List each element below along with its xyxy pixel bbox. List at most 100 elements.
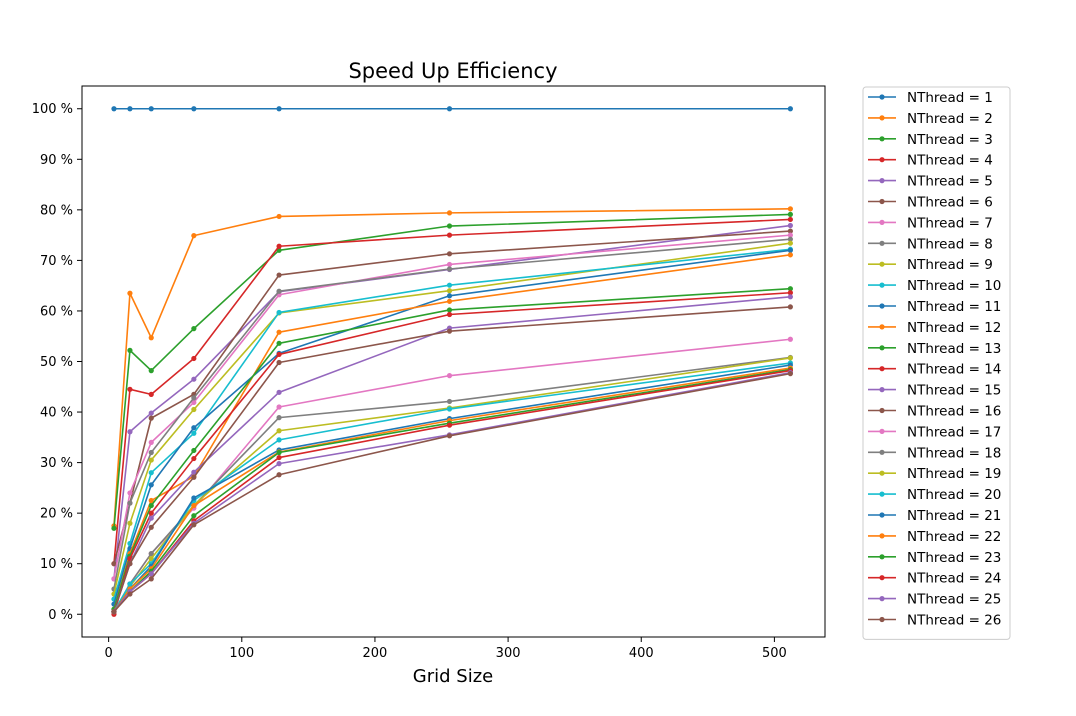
data-point xyxy=(276,351,282,358)
data-point xyxy=(787,290,793,296)
legend-label: NThread = 6 xyxy=(907,195,993,211)
legend-item: NThread = 14 xyxy=(868,362,1001,378)
data-point xyxy=(276,309,282,316)
data-point xyxy=(127,386,133,392)
series-6 xyxy=(111,228,793,567)
legend-label: NThread = 16 xyxy=(907,404,1001,420)
data-point xyxy=(276,272,282,278)
data-point xyxy=(787,252,793,258)
legend-item: NThread = 3 xyxy=(868,132,993,148)
data-point xyxy=(276,340,282,346)
series-line xyxy=(113,249,791,605)
y-tick-label: 0 % xyxy=(48,608,73,623)
data-point xyxy=(276,415,282,421)
series-line xyxy=(113,367,791,613)
data-point xyxy=(787,304,793,310)
legend-label: NThread = 22 xyxy=(907,529,1001,545)
data-point xyxy=(787,355,793,361)
data-point xyxy=(148,524,154,530)
data-point xyxy=(148,470,154,476)
legend-label: NThread = 26 xyxy=(907,613,1001,629)
legend-swatch-marker xyxy=(879,219,885,225)
data-point xyxy=(127,581,133,587)
data-point xyxy=(148,502,154,509)
legend-swatch-marker xyxy=(879,575,885,581)
data-point xyxy=(148,510,154,516)
data-point xyxy=(191,513,197,519)
data-point xyxy=(276,213,282,220)
legend-label: NThread = 24 xyxy=(907,571,1001,587)
series-13 xyxy=(111,286,793,612)
data-point xyxy=(111,609,117,615)
data-point xyxy=(148,571,154,577)
data-point xyxy=(276,243,282,249)
series-line xyxy=(113,368,791,613)
data-point xyxy=(276,449,282,456)
y-tick-label: 20 % xyxy=(40,507,73,522)
legend-label: NThread = 2 xyxy=(907,111,993,127)
x-axis-ticks: 0 100 200 300 400 500 xyxy=(104,637,787,661)
legend-swatch-marker xyxy=(879,324,885,330)
data-point xyxy=(148,515,154,521)
data-point xyxy=(191,469,197,475)
legend-label: NThread = 19 xyxy=(907,466,1001,482)
data-point xyxy=(276,389,282,395)
data-point xyxy=(191,522,197,528)
data-point xyxy=(191,376,197,382)
data-point xyxy=(276,359,282,366)
legend-label: NThread = 9 xyxy=(907,257,993,273)
data-point xyxy=(276,288,282,294)
series-line xyxy=(113,238,791,590)
data-point xyxy=(127,500,133,506)
data-point xyxy=(276,437,282,443)
data-point xyxy=(446,282,453,288)
data-point xyxy=(446,293,453,299)
data-point xyxy=(446,433,453,439)
data-point xyxy=(276,329,282,335)
legend-label: NThread = 13 xyxy=(907,341,1001,357)
data-point xyxy=(148,550,154,557)
series-5 xyxy=(111,222,793,582)
plot-area: 0 100 200 300 400 500 0 % 10 % 20 % 30 % 40 % 50 % 6… xyxy=(32,85,826,661)
data-point xyxy=(446,328,453,334)
legend-swatch-marker xyxy=(879,94,885,100)
legend-label: NThread = 8 xyxy=(907,236,993,252)
data-point xyxy=(191,425,197,431)
legend-label: NThread = 7 xyxy=(907,215,993,231)
data-point xyxy=(787,240,793,246)
y-tick-label: 60 % xyxy=(40,304,73,319)
legend-label: NThread = 12 xyxy=(907,320,1001,336)
legend-label: NThread = 10 xyxy=(907,278,1001,294)
data-point xyxy=(446,106,453,112)
x-tick-label: 100 xyxy=(229,646,254,661)
data-point xyxy=(446,311,453,318)
legend-box xyxy=(862,86,1011,640)
series-11 xyxy=(111,247,793,607)
legend-item: NThread = 22 xyxy=(868,529,1001,545)
legend-item: NThread = 11 xyxy=(868,299,1001,315)
legend-swatch-marker xyxy=(879,428,885,434)
legend-swatch-marker xyxy=(879,366,885,372)
series-9 xyxy=(111,240,793,597)
legend-label: NThread = 15 xyxy=(907,383,1001,399)
legend-swatch-marker xyxy=(879,449,885,455)
data-point xyxy=(787,222,793,229)
legend-swatch-marker xyxy=(879,596,885,602)
data-point xyxy=(148,335,154,341)
legend-item: NThread = 10 xyxy=(868,278,1001,294)
data-point xyxy=(148,391,154,397)
data-point xyxy=(191,430,197,436)
data-point xyxy=(446,232,453,238)
data-point xyxy=(787,232,793,238)
data-point xyxy=(191,399,197,406)
data-point xyxy=(111,561,117,567)
y-axis-ticks: 0 % 10 % 20 % 30 % 40 % 50 % 60 % 70 % 80 % 90 % 1… xyxy=(32,102,82,623)
data-point xyxy=(787,228,793,234)
y-tick-label: 50 % xyxy=(40,355,73,370)
series-2 xyxy=(111,206,793,529)
data-point xyxy=(787,106,793,112)
legend-swatch-marker xyxy=(879,554,885,560)
series-10 xyxy=(111,246,793,602)
series-18 xyxy=(111,354,793,615)
